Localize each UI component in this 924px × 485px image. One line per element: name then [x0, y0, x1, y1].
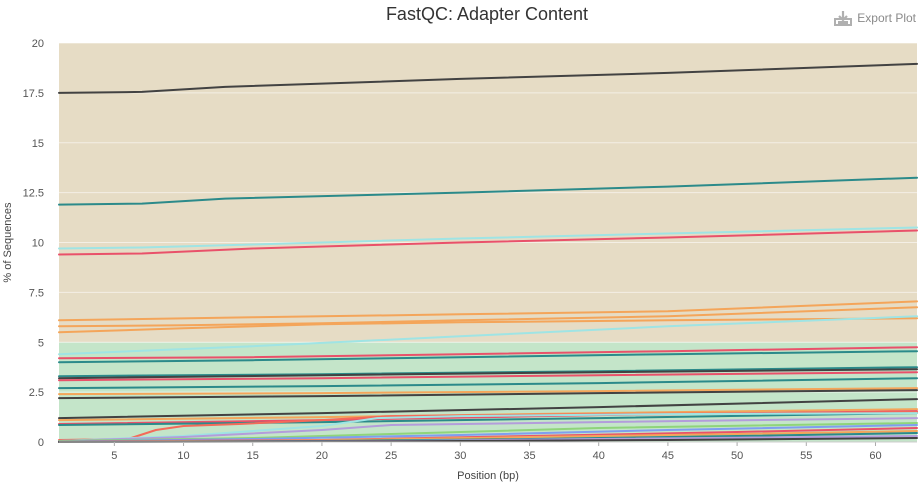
y-tick-label: 0 — [38, 437, 44, 449]
series-line-15 — [58, 389, 918, 400]
x-axis-label: Position (bp) — [457, 470, 519, 482]
y-tick-label: 12.5 — [23, 188, 44, 200]
series-line-5 — [58, 306, 918, 328]
series-line-1 — [58, 176, 918, 206]
y-tick-label: 2.5 — [29, 387, 44, 399]
x-tick-label: 5 — [111, 450, 117, 462]
series-lines — [58, 62, 918, 443]
series-line-3 — [58, 229, 918, 256]
series-line-8 — [58, 346, 918, 360]
series-line-19 — [58, 412, 918, 426]
y-axis-label: % of Sequences — [2, 202, 14, 283]
x-tick-label: 40 — [593, 450, 605, 462]
series-line-13 — [58, 377, 918, 390]
x-tick-label: 10 — [177, 450, 189, 462]
series-line-7 — [58, 315, 918, 356]
x-tick-label: 60 — [869, 450, 881, 462]
series-line-6 — [58, 317, 918, 334]
y-tick-label: 7.5 — [29, 287, 44, 299]
x-tick-label: 45 — [662, 450, 674, 462]
series-line-11 — [58, 368, 918, 380]
download-icon — [834, 11, 853, 26]
chart-title: FastQC: Adapter Content — [385, 4, 589, 24]
y-axis-ticks: 0 2.5 5 7.5 10 12.5 15 17.5 20 — [23, 38, 44, 449]
y-tick-label: 5 — [38, 337, 44, 349]
y-tick-label: 20 — [32, 38, 44, 50]
series-line-14 — [58, 387, 918, 396]
x-tick-label: 15 — [247, 450, 259, 462]
series-line-2 — [58, 226, 918, 250]
series-line-0 — [58, 62, 918, 94]
series-line-9 — [58, 350, 918, 364]
x-axis-ticks: 5 10 15 20 25 30 35 40 45 50 55 60 — [59, 441, 917, 462]
x-tick-label: 55 — [800, 450, 812, 462]
x-tick-label: 50 — [731, 450, 743, 462]
y-tick-label: 17.5 — [23, 88, 44, 100]
x-tick-label: 25 — [385, 450, 397, 462]
export-plot-label: Export Plot — [857, 11, 916, 25]
series-line-4 — [58, 300, 918, 322]
export-plot-button[interactable]: Export Plot — [834, 10, 916, 26]
series-line-16 — [58, 398, 918, 420]
series-line-22 — [58, 417, 918, 442]
series-line-12 — [58, 371, 918, 382]
x-tick-label: 35 — [523, 450, 535, 462]
y-tick-label: 10 — [32, 238, 44, 250]
x-tick-label: 20 — [316, 450, 328, 462]
y-tick-label: 15 — [32, 138, 44, 150]
x-tick-label: 30 — [454, 450, 466, 462]
